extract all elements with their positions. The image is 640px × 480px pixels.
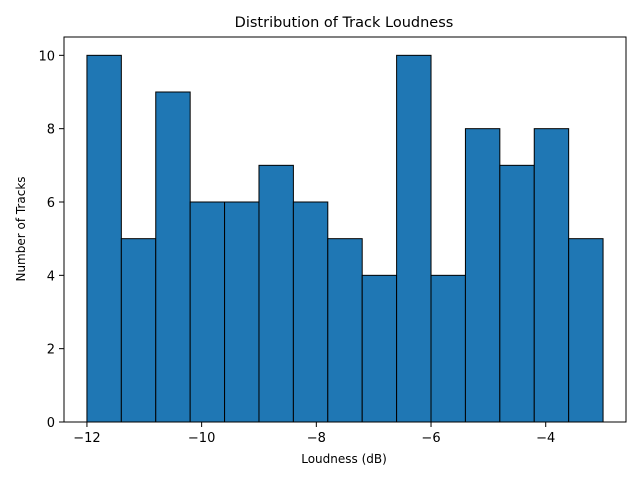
y-tick-label: 6 (47, 196, 55, 211)
histogram-bar (396, 54, 432, 423)
x-tick-label: −8 (307, 431, 326, 446)
y-axis-label: Number of Tracks (14, 176, 28, 281)
histogram-bar (189, 201, 226, 423)
histogram-bar (430, 274, 466, 423)
y-tick-label: 4 (47, 269, 55, 284)
plot-frame (63, 36, 627, 423)
y-tick-label: 2 (47, 343, 55, 358)
y-tick-label: 10 (38, 49, 55, 64)
histogram-bar (327, 238, 363, 423)
histogram-bar (155, 91, 191, 423)
x-ticks: −12 −10 −8 −6 −4 (73, 422, 555, 446)
histogram-bar (464, 128, 501, 423)
histogram-bar (568, 238, 604, 423)
bars-group (86, 54, 604, 423)
histogram-bar (224, 201, 260, 423)
histogram-bar (533, 128, 570, 423)
histogram-bar (120, 238, 157, 423)
y-tick-label: 0 (47, 416, 55, 431)
histogram-bar (361, 274, 398, 423)
y-ticks: 0 2 4 6 8 10 (38, 49, 64, 431)
x-tick-label: −4 (536, 431, 555, 446)
x-tick-label: −10 (188, 431, 215, 446)
x-axis-label: Loudness (dB) (301, 452, 387, 466)
chart-title: Distribution of Track Loudness (235, 15, 454, 31)
histogram-bar (292, 201, 329, 423)
histogram-bar (499, 164, 535, 423)
histogram-bar (86, 54, 122, 423)
y-tick-label: 8 (47, 123, 55, 138)
histogram-bar (258, 164, 294, 423)
x-tick-label: −6 (421, 431, 440, 446)
x-tick-label: −12 (73, 431, 100, 446)
